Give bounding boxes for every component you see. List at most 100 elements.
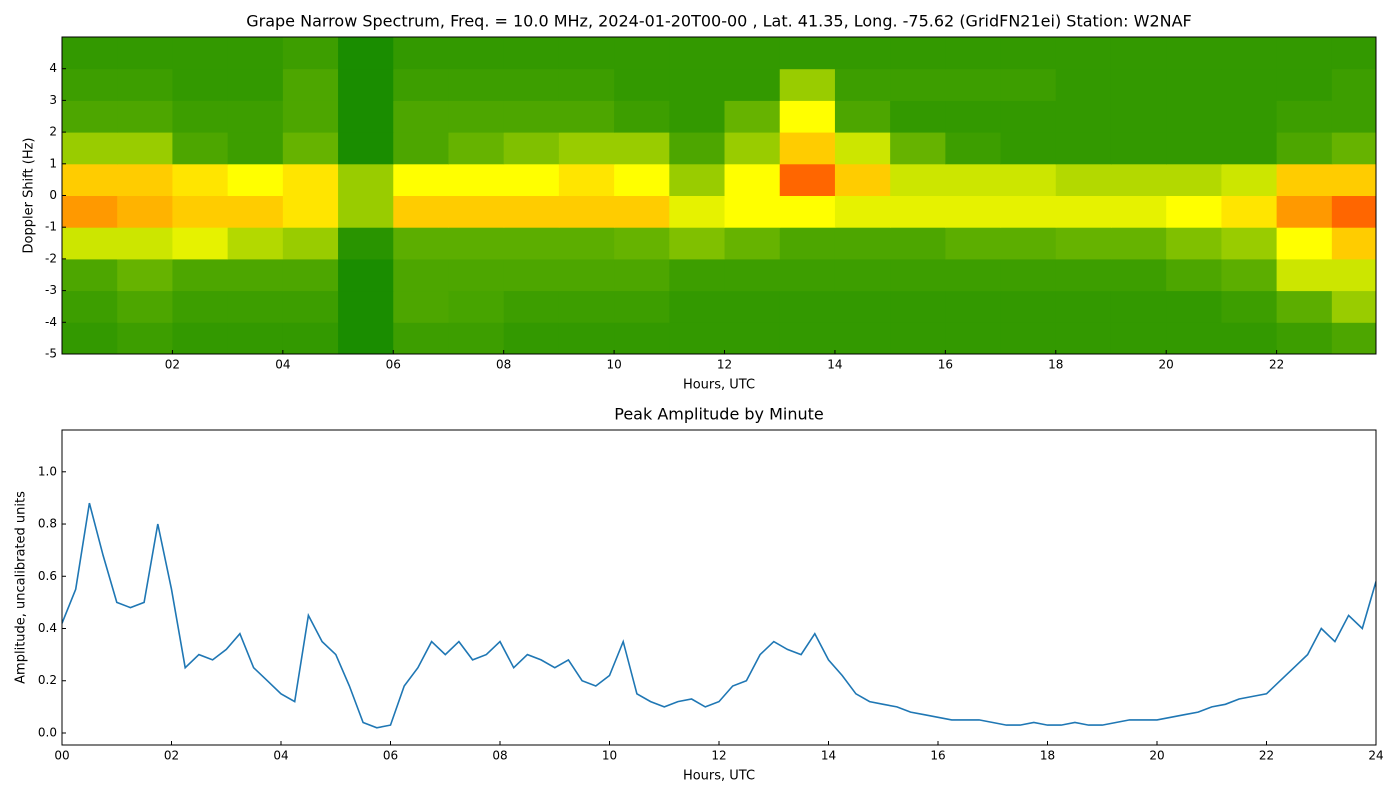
heat-cell	[1055, 258, 1112, 292]
x-tick-label: 20	[1149, 749, 1164, 763]
heat-cell	[558, 68, 615, 101]
heat-cell	[779, 68, 836, 101]
heat-cell	[834, 163, 891, 196]
heat-cell	[448, 163, 505, 196]
heat-cell	[1166, 37, 1222, 70]
heat-cell	[172, 322, 229, 354]
heatmap-area	[62, 37, 1376, 354]
heat-cell	[1331, 227, 1376, 260]
heat-cell	[1110, 258, 1167, 292]
x-tick-label: 02	[165, 358, 180, 372]
heat-cell	[172, 227, 229, 260]
heat-cell	[614, 290, 670, 323]
heat-cell	[1221, 195, 1278, 228]
heat-cell	[503, 322, 560, 354]
heat-cell	[1276, 163, 1333, 196]
heat-cell	[724, 195, 781, 228]
heat-cell	[338, 37, 394, 70]
heat-cell	[779, 100, 836, 133]
heat-cell	[558, 322, 615, 354]
heat-cell	[338, 132, 394, 165]
heat-cell	[503, 37, 560, 70]
y-tick-label: 1	[49, 156, 57, 170]
heat-cell	[1331, 68, 1376, 101]
heat-cell	[117, 195, 173, 228]
heat-cell	[172, 195, 229, 228]
heat-cell	[393, 132, 449, 165]
heat-cell	[338, 227, 394, 260]
heat-cell	[338, 290, 394, 323]
heat-cell	[1055, 322, 1112, 354]
heat-cell	[1331, 163, 1376, 196]
heat-cell	[117, 100, 173, 133]
y-tick-label: -1	[45, 220, 57, 234]
y-axis-label: Amplitude, uncalibrated units	[14, 491, 29, 684]
heat-cell	[724, 100, 781, 133]
heat-cell	[282, 37, 339, 70]
heat-cell	[1276, 195, 1333, 228]
x-tick-label: 22	[1259, 749, 1274, 763]
heat-cell	[1000, 163, 1057, 196]
heat-cell	[779, 322, 836, 354]
heat-cell	[724, 132, 781, 165]
heat-cell	[282, 290, 339, 323]
heat-cell	[1000, 37, 1057, 70]
heat-cell	[282, 227, 339, 260]
heat-cell	[227, 163, 284, 196]
heat-cell	[1276, 258, 1333, 292]
heat-cell	[172, 68, 229, 101]
heat-cell	[724, 227, 781, 260]
heat-cell	[890, 227, 946, 260]
heat-cell	[1221, 258, 1278, 292]
heat-cell	[945, 227, 1002, 260]
heat-cell	[1276, 322, 1333, 354]
y-tick-label: 1.0	[38, 464, 57, 478]
x-tick-label: 14	[821, 749, 836, 763]
heat-cell	[1276, 100, 1333, 133]
heat-cell	[558, 195, 615, 228]
heat-cell	[1110, 100, 1167, 133]
heat-cell	[724, 68, 781, 101]
heat-cell	[1055, 195, 1112, 228]
heat-cell	[1221, 132, 1278, 165]
heat-cell	[117, 258, 173, 292]
heat-cell	[448, 132, 505, 165]
heat-cell	[834, 290, 891, 323]
heat-cell	[669, 195, 726, 228]
heat-cell	[945, 290, 1002, 323]
heat-cell	[62, 68, 118, 101]
heat-cell	[890, 68, 946, 101]
heat-cell	[558, 290, 615, 323]
heat-cell	[1000, 100, 1057, 133]
heat-cell	[1110, 227, 1167, 260]
heat-cell	[890, 163, 946, 196]
chart-title: Grape Narrow Spectrum, Freq. = 10.0 MHz,…	[246, 12, 1192, 31]
heat-cell	[393, 37, 449, 70]
heat-cell	[558, 132, 615, 165]
heat-cell	[1110, 132, 1167, 165]
heat-cell	[558, 163, 615, 196]
heat-cell	[558, 37, 615, 70]
heat-cell	[1276, 37, 1333, 70]
heat-cell	[834, 68, 891, 101]
heat-cell	[945, 132, 1002, 165]
heat-cell	[1221, 322, 1278, 354]
heat-cell	[779, 37, 836, 70]
heat-cell	[1221, 163, 1278, 196]
heat-cell	[282, 322, 339, 354]
heat-cell	[945, 258, 1002, 292]
x-tick-label: 00	[54, 749, 69, 763]
heat-cell	[779, 195, 836, 228]
heat-cell	[117, 163, 173, 196]
y-tick-label: 0.2	[38, 673, 57, 687]
heat-cell	[945, 322, 1002, 354]
heat-cell	[1166, 163, 1222, 196]
heat-cell	[1000, 322, 1057, 354]
heat-cell	[1331, 37, 1376, 70]
heat-cell	[1110, 290, 1167, 323]
heat-cell	[669, 322, 726, 354]
heat-cell	[62, 227, 118, 260]
heat-cell	[890, 132, 946, 165]
heat-cell	[393, 290, 449, 323]
heat-cell	[503, 290, 560, 323]
